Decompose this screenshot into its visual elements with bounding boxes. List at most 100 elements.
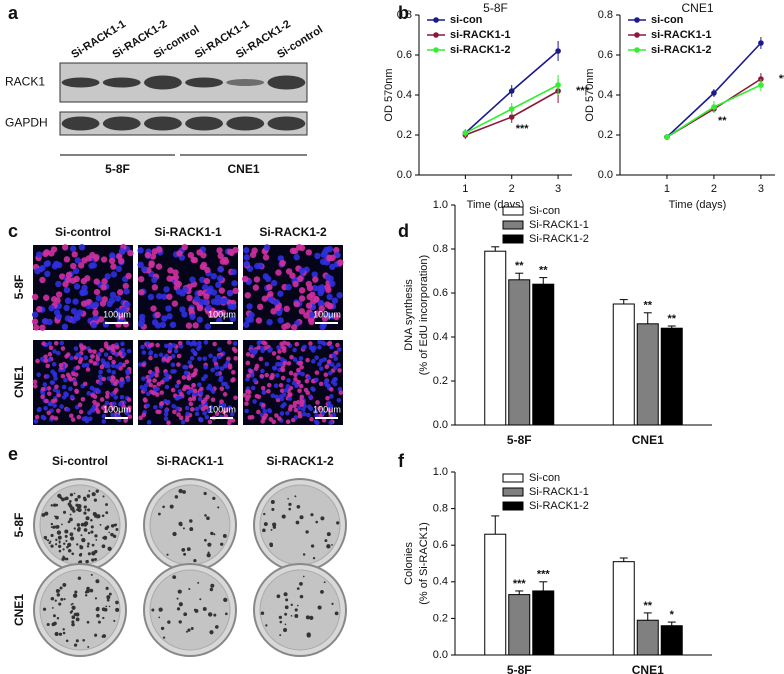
cell: [89, 385, 95, 391]
cell: [284, 322, 291, 329]
cell: [64, 315, 72, 322]
cell: [71, 251, 78, 258]
cell: [267, 408, 273, 414]
colony-dot: [106, 525, 110, 529]
significance: **: [539, 265, 548, 277]
cell: [93, 278, 100, 285]
cell: [193, 295, 201, 303]
cell: [270, 308, 277, 315]
colony-dot: [306, 632, 311, 637]
cell: [98, 369, 103, 375]
bar: [612, 561, 635, 656]
colony-dot: [58, 549, 62, 553]
colony-dot: [151, 608, 155, 612]
cell: [230, 418, 236, 423]
cell: [127, 249, 134, 257]
colony-dot: [107, 546, 112, 551]
cell: [267, 290, 274, 298]
cell: [89, 408, 94, 413]
legend-swatch: [502, 234, 524, 244]
plate-inner: [149, 484, 231, 566]
colony-dot: [50, 533, 54, 538]
colony-dot: [265, 624, 268, 627]
colony-dot: [50, 522, 54, 526]
colony-dot: [62, 510, 67, 514]
cell: [182, 286, 189, 293]
cell: [267, 296, 275, 303]
colony-dot: [52, 614, 56, 618]
cell: [154, 311, 161, 319]
y-tick-label: 0.6: [397, 49, 412, 61]
cell: [252, 378, 258, 383]
colony-dot: [62, 582, 67, 587]
cell: [179, 391, 184, 397]
colony-dot: [74, 590, 78, 594]
cell: [241, 275, 249, 283]
cell: [230, 378, 235, 383]
cell: [320, 410, 326, 416]
marker: [508, 114, 515, 120]
cell: [161, 293, 168, 300]
colony-dot: [331, 543, 333, 546]
cell: [246, 303, 253, 310]
plate-inner: [39, 569, 121, 651]
cell: [194, 406, 200, 412]
cell: [314, 377, 319, 383]
cell: [138, 289, 145, 296]
colony-dot: [72, 593, 78, 598]
cell: [74, 388, 79, 394]
cell: [176, 362, 181, 367]
cell: [293, 254, 300, 261]
cell: [203, 405, 209, 410]
y-tick-label: 0.0: [397, 169, 412, 181]
cell: [189, 355, 195, 361]
cell: [311, 359, 316, 364]
colony-dot: [299, 582, 303, 586]
cell: [279, 411, 285, 416]
cell: [244, 401, 249, 407]
cell: [197, 382, 202, 387]
cell: [196, 249, 203, 256]
cell: [111, 401, 117, 407]
colony-dot: [50, 544, 54, 548]
row-label: CNE1: [12, 594, 26, 626]
cell: [213, 310, 221, 317]
cell: [52, 403, 57, 408]
cell: [106, 368, 112, 374]
colony-dot: [105, 605, 108, 608]
cell: [78, 409, 84, 415]
cell: [335, 342, 340, 348]
cell: [92, 314, 99, 321]
cell: [149, 253, 157, 260]
y-axis-label: (% of Si-RACK1): [418, 522, 430, 605]
colony-dot: [288, 502, 292, 507]
colony-dot: [302, 553, 306, 556]
cell: [73, 283, 81, 290]
cell: [61, 384, 67, 390]
row-label: CNE1: [12, 366, 26, 398]
cell: [221, 381, 226, 387]
colony-dot: [92, 511, 97, 516]
significance: **: [643, 600, 652, 612]
cell: [198, 390, 204, 396]
x-axis-label: Time (days): [669, 199, 727, 211]
cell: [333, 246, 340, 254]
colony-dot: [182, 527, 185, 530]
colony-dot: [296, 504, 301, 509]
colony-dot: [204, 514, 207, 517]
cell: [163, 286, 170, 293]
plate-inner: [259, 569, 341, 651]
cell: [196, 316, 204, 323]
cell: [118, 361, 123, 367]
scale-label: 100μm: [313, 309, 341, 319]
cell: [305, 357, 310, 363]
colony-dot: [71, 605, 76, 610]
cell: [122, 282, 129, 290]
colony-dot: [263, 522, 268, 526]
cell: [114, 379, 119, 384]
colony-dot: [95, 579, 100, 584]
cell: [80, 300, 88, 307]
cell: [61, 323, 69, 331]
cell: [318, 358, 324, 364]
cell: [317, 406, 322, 411]
